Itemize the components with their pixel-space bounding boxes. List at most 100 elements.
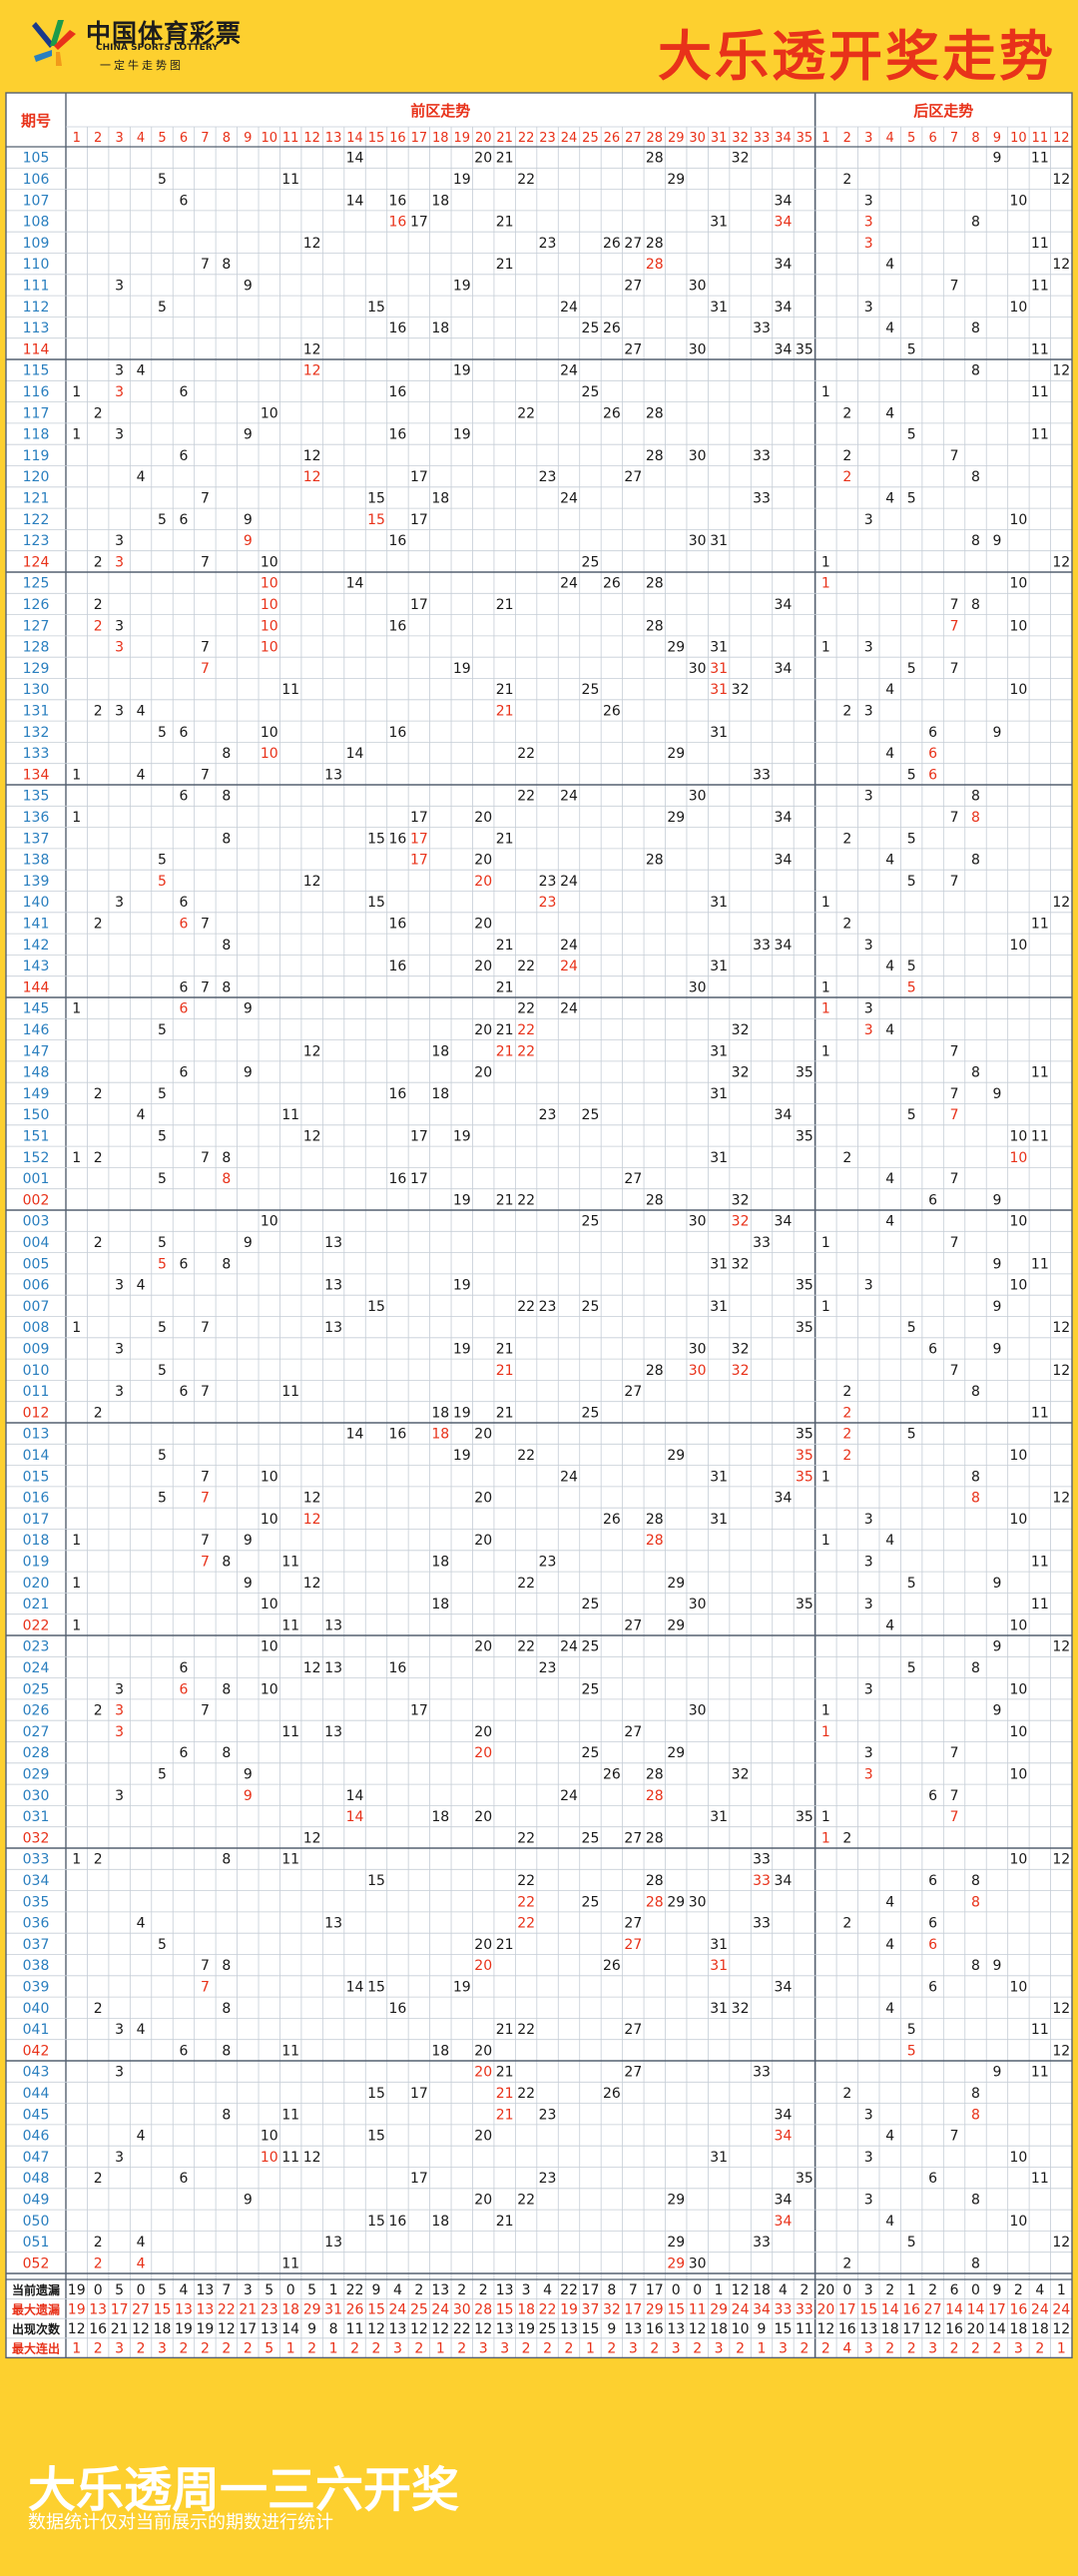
back-number-tick-label: 1	[821, 131, 829, 146]
stat-value: 19	[68, 2282, 86, 2298]
front-ball: 12	[303, 341, 321, 357]
stat-value: 2	[201, 2341, 210, 2357]
front-ball: 20	[474, 1427, 492, 1443]
front-ball: 6	[179, 448, 188, 464]
back-number-tick-label: 4	[886, 131, 894, 146]
front-ball: 3	[115, 1724, 124, 1740]
back-ball: 6	[928, 767, 937, 783]
logo-english-text: CHINA SPORTS LOTTERY	[96, 43, 219, 53]
front-ball: 25	[582, 384, 600, 400]
back-ball: 10	[1009, 2214, 1027, 2230]
front-ball: 35	[796, 1065, 813, 1081]
front-ball: 18	[431, 321, 449, 336]
back-ball: 12	[1052, 895, 1070, 911]
period-label: 033	[23, 1852, 50, 1868]
front-ball: 10	[261, 2150, 278, 2166]
front-ball: 31	[710, 215, 728, 231]
back-ball: 5	[907, 874, 916, 890]
front-ball: 19	[453, 1448, 471, 1464]
front-ball: 2	[94, 2001, 103, 2017]
stat-value: 23	[261, 2301, 278, 2317]
period-label: 148	[23, 1065, 50, 1081]
stat-value: 13	[496, 2282, 514, 2298]
stat-value: 2	[350, 2341, 359, 2357]
front-number-tick-label: 35	[797, 131, 813, 146]
back-ball: 10	[1009, 512, 1027, 528]
stat-value: 2	[137, 2341, 146, 2357]
stat-value: 0	[971, 2282, 980, 2298]
stat-value: 3	[1014, 2341, 1023, 2357]
front-ball: 21	[496, 1192, 514, 1208]
back-ball: 10	[1009, 1214, 1027, 1230]
stat-value: 3	[864, 2282, 873, 2298]
front-ball: 17	[410, 2086, 428, 2102]
front-ball: 31	[710, 1958, 728, 1974]
front-ball: 2	[94, 1405, 103, 1421]
front-ball: 16	[389, 916, 407, 932]
period-label: 115	[23, 363, 50, 379]
stat-value: 30	[453, 2301, 471, 2317]
front-ball: 31	[710, 2001, 728, 2017]
front-ball: 3	[115, 533, 124, 549]
front-ball: 21	[496, 151, 514, 167]
stat-value: 1	[758, 2341, 767, 2357]
front-ball: 21	[496, 2086, 514, 2102]
stat-value: 0	[94, 2282, 103, 2298]
back-ball: 3	[864, 1597, 873, 1612]
front-ball: 3	[115, 427, 124, 443]
period-label: 110	[23, 257, 50, 273]
front-ball: 15	[367, 1873, 385, 1889]
stat-value: 18	[517, 2301, 535, 2317]
period-label: 028	[23, 1745, 50, 1761]
back-ball: 10	[1009, 300, 1027, 316]
back-ball: 8	[971, 533, 980, 549]
stat-value: 16	[646, 2321, 664, 2337]
front-ball: 11	[281, 172, 299, 188]
stat-value: 4	[393, 2282, 402, 2298]
stat-value: 15	[154, 2301, 172, 2317]
front-ball: 19	[453, 363, 471, 379]
back-ball: 5	[907, 1660, 916, 1676]
front-ball: 22	[517, 2086, 535, 2102]
front-ball: 7	[201, 554, 210, 570]
front-ball: 30	[689, 979, 707, 995]
back-ball: 1	[821, 1809, 830, 1825]
back-ball: 9	[992, 533, 1001, 549]
back-ball: 1	[821, 1724, 830, 1740]
front-ball: 9	[244, 512, 253, 528]
front-ball: 26	[603, 576, 621, 592]
period-label: 023	[23, 1639, 50, 1655]
back-ball: 10	[1009, 1512, 1027, 1528]
front-ball: 25	[582, 1405, 600, 1421]
back-ball: 12	[1052, 554, 1070, 570]
front-ball: 16	[389, 831, 407, 847]
front-ball: 15	[367, 300, 385, 316]
front-ball: 29	[667, 2255, 685, 2271]
front-ball: 18	[431, 1043, 449, 1059]
front-ball: 30	[689, 533, 707, 549]
stat-value: 3	[864, 2341, 873, 2357]
back-ball: 12	[1052, 1491, 1070, 1507]
front-ball: 21	[496, 2107, 514, 2123]
back-ball: 4	[885, 1022, 894, 1038]
back-ball: 12	[1052, 1363, 1070, 1379]
stat-value: 2	[307, 2341, 316, 2357]
front-number-tick-label: 3	[115, 131, 123, 146]
stat-value: 2	[94, 2341, 103, 2357]
back-ball: 8	[971, 1469, 980, 1485]
back-ball: 10	[1009, 1128, 1027, 1144]
front-ball: 2	[94, 597, 103, 613]
front-ball: 29	[667, 2192, 685, 2208]
front-ball: 8	[222, 1554, 231, 1570]
period-label: 022	[23, 1617, 50, 1633]
back-ball: 4	[885, 959, 894, 974]
front-ball: 3	[115, 1703, 124, 1719]
front-ball: 6	[179, 979, 188, 995]
back-ball: 11	[1031, 1128, 1049, 1144]
front-ball: 20	[474, 2129, 492, 2145]
stat-value: 13	[196, 2301, 214, 2317]
front-ball: 28	[646, 405, 664, 421]
front-ball: 1	[72, 1617, 81, 1633]
stat-value: 1	[1057, 2341, 1066, 2357]
front-ball: 5	[158, 1171, 167, 1187]
